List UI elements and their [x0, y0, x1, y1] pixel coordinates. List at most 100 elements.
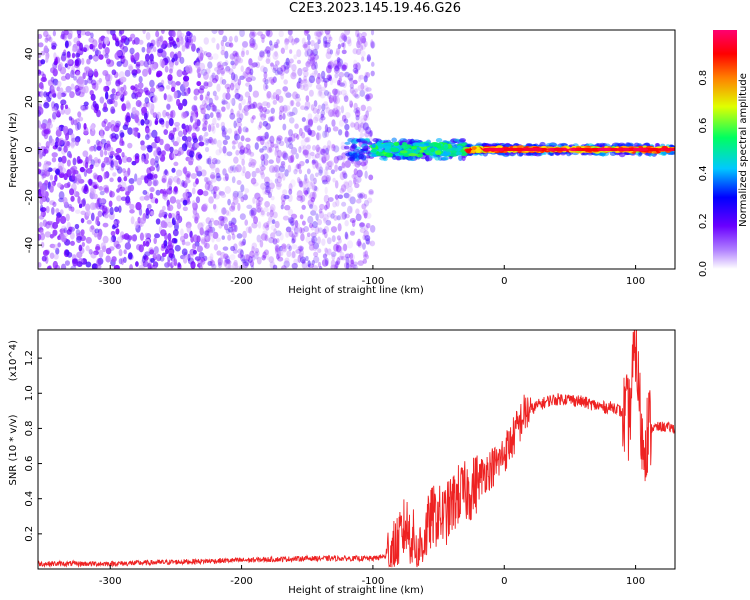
heatmap-cell	[233, 133, 241, 141]
heatmap-cell	[221, 100, 228, 105]
heatmap-cell	[261, 254, 267, 261]
heatmap-cell	[363, 40, 368, 48]
heatmap-cell	[293, 258, 299, 265]
heatmap-cell	[237, 253, 244, 259]
heatmap-cell	[56, 80, 62, 88]
heatmap-cell	[323, 90, 329, 96]
heatmap-cell	[288, 111, 296, 117]
heatmap-cell	[226, 151, 233, 157]
heatmap-cell	[74, 223, 80, 230]
heatmap-cell	[342, 243, 348, 252]
heatmap-cell	[265, 181, 270, 190]
heatmap-cell	[280, 204, 284, 210]
heatmap-cell	[288, 245, 292, 252]
heatmap-cell	[65, 85, 72, 93]
heatmap-cell	[321, 154, 327, 163]
heatmap-cell	[327, 91, 332, 100]
heatmap-cell	[263, 159, 269, 166]
heatmap-cell	[200, 236, 207, 244]
heatmap-cell	[314, 153, 320, 159]
heatmap-cell	[307, 60, 312, 67]
heatmap-cell	[321, 259, 329, 267]
heatmap-cell	[262, 145, 268, 151]
heatmap-cell	[365, 93, 370, 102]
heatmap-cell	[302, 67, 309, 72]
heatmap-cell	[272, 99, 278, 105]
heatmap-cell	[324, 186, 328, 195]
heatmap-cell	[182, 206, 188, 212]
heatmap-cell	[91, 263, 98, 269]
heatmap-cell	[45, 56, 49, 63]
heatmap-cell	[177, 262, 181, 268]
heatmap-cell	[279, 105, 285, 113]
heatmap-cell	[165, 111, 170, 117]
heatmap-cell	[103, 102, 107, 111]
heatmap-cell	[162, 205, 166, 211]
heatmap-cell	[140, 175, 145, 180]
heatmap-cell	[103, 118, 108, 124]
heatmap-cell	[278, 30, 284, 38]
heatmap-cell	[243, 105, 250, 112]
heatmap-cell	[60, 103, 64, 111]
heatmap-cell	[340, 32, 346, 40]
heatmap-cell	[327, 74, 332, 82]
heatmap-cell	[273, 41, 279, 48]
heatmap-cell	[234, 130, 238, 136]
heatmap-cell	[247, 104, 252, 110]
heatmap-cell	[146, 167, 152, 175]
heatmap-cell	[224, 255, 230, 263]
heatmap-cell	[295, 249, 302, 254]
heatmap-cell	[71, 137, 77, 143]
heatmap-cell	[221, 216, 227, 222]
heatmap-cell	[335, 241, 340, 249]
heatmap-cell	[245, 77, 253, 83]
heatmap-cell	[265, 253, 270, 260]
heatmap-cell	[242, 108, 246, 114]
heatmap-cell	[197, 222, 204, 231]
heatmap-cell	[300, 227, 305, 234]
heatmap-cell	[279, 232, 284, 241]
heatmap-cell	[150, 157, 156, 167]
heatmap-cell	[90, 79, 97, 86]
heatmap-cell	[287, 164, 292, 173]
heatmap-cell	[312, 116, 319, 124]
heatmap-cell	[268, 215, 273, 223]
heatmap-cell	[51, 83, 56, 92]
heatmap-cell	[116, 195, 122, 202]
heatmap-cell	[245, 254, 251, 262]
heatmap-cell	[269, 209, 274, 218]
heatmap-cell	[363, 159, 369, 166]
heatmap-cell	[168, 175, 175, 183]
heatmap-cell	[366, 56, 372, 62]
heatmap-cell	[272, 164, 279, 172]
heatmap-cell	[199, 52, 204, 60]
heatmap-cell	[194, 216, 199, 224]
heatmap-cell	[275, 245, 279, 253]
heatmap-cell	[327, 64, 333, 70]
heatmap-cell	[574, 147, 582, 152]
heatmap-cell	[268, 237, 275, 244]
heatmap-cell	[303, 225, 310, 233]
heatmap-cell	[265, 84, 269, 90]
heatmap-cell	[117, 176, 122, 183]
heatmap-cell	[70, 165, 78, 171]
heatmap-cell	[358, 74, 365, 80]
heatmap-cell	[220, 39, 224, 47]
heatmap-cell	[77, 196, 81, 204]
heatmap-cell	[261, 37, 265, 44]
heatmap-cell	[365, 72, 371, 78]
heatmap-cell	[121, 234, 129, 240]
heatmap-cell	[49, 200, 56, 206]
heatmap-cell	[340, 89, 347, 96]
heatmap-cell	[312, 57, 318, 65]
heatmap-cell	[284, 204, 291, 211]
heatmap-cell	[353, 108, 359, 114]
heatmap-cell	[323, 217, 327, 224]
heatmap-cell	[323, 225, 330, 234]
heatmap-cell	[153, 266, 157, 269]
heatmap-cell	[168, 253, 173, 259]
colorbar-tick-label: 0.0	[698, 261, 709, 277]
heatmap-cell	[235, 121, 243, 128]
heatmap-cell	[278, 165, 286, 173]
heatmap-cell	[175, 81, 181, 86]
